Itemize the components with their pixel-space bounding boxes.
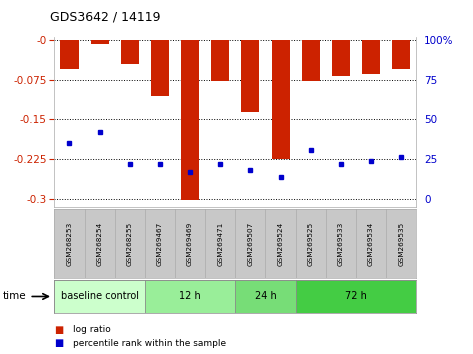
Text: 24 h: 24 h [254,291,276,302]
Text: percentile rank within the sample: percentile rank within the sample [73,339,227,348]
Text: GSM269467: GSM269467 [157,221,163,266]
Bar [61,40,79,69]
Text: GSM269534: GSM269534 [368,221,374,266]
Text: ■: ■ [54,338,64,348]
Bar [151,40,169,96]
Text: 12 h: 12 h [179,291,201,302]
Bar [91,40,109,44]
Bar [211,40,229,81]
Bar [392,40,410,69]
Bar [121,40,139,64]
Text: GSM269471: GSM269471 [217,221,223,266]
Bar [302,40,320,81]
Text: ■: ■ [54,325,64,335]
Text: GDS3642 / 14119: GDS3642 / 14119 [50,11,160,24]
Text: GSM268255: GSM268255 [127,221,133,266]
Bar [241,40,259,112]
Text: GSM269524: GSM269524 [278,221,283,266]
Bar [54,280,145,313]
Text: GSM268253: GSM268253 [67,221,72,266]
Text: log ratio: log ratio [73,325,111,335]
Text: GSM269525: GSM269525 [308,221,314,266]
Text: time: time [2,291,26,302]
Text: GSM269535: GSM269535 [398,221,404,266]
Text: GSM269533: GSM269533 [338,221,344,266]
Bar [235,280,296,313]
Text: GSM269507: GSM269507 [247,221,254,266]
Bar [296,280,416,313]
Text: GSM268254: GSM268254 [96,221,103,266]
Bar [145,280,235,313]
Bar [272,40,289,159]
Bar [332,40,350,76]
Text: baseline control: baseline control [61,291,139,302]
Text: GSM269469: GSM269469 [187,221,193,266]
Text: 72 h: 72 h [345,291,367,302]
Bar [362,40,380,74]
Bar [181,40,199,200]
